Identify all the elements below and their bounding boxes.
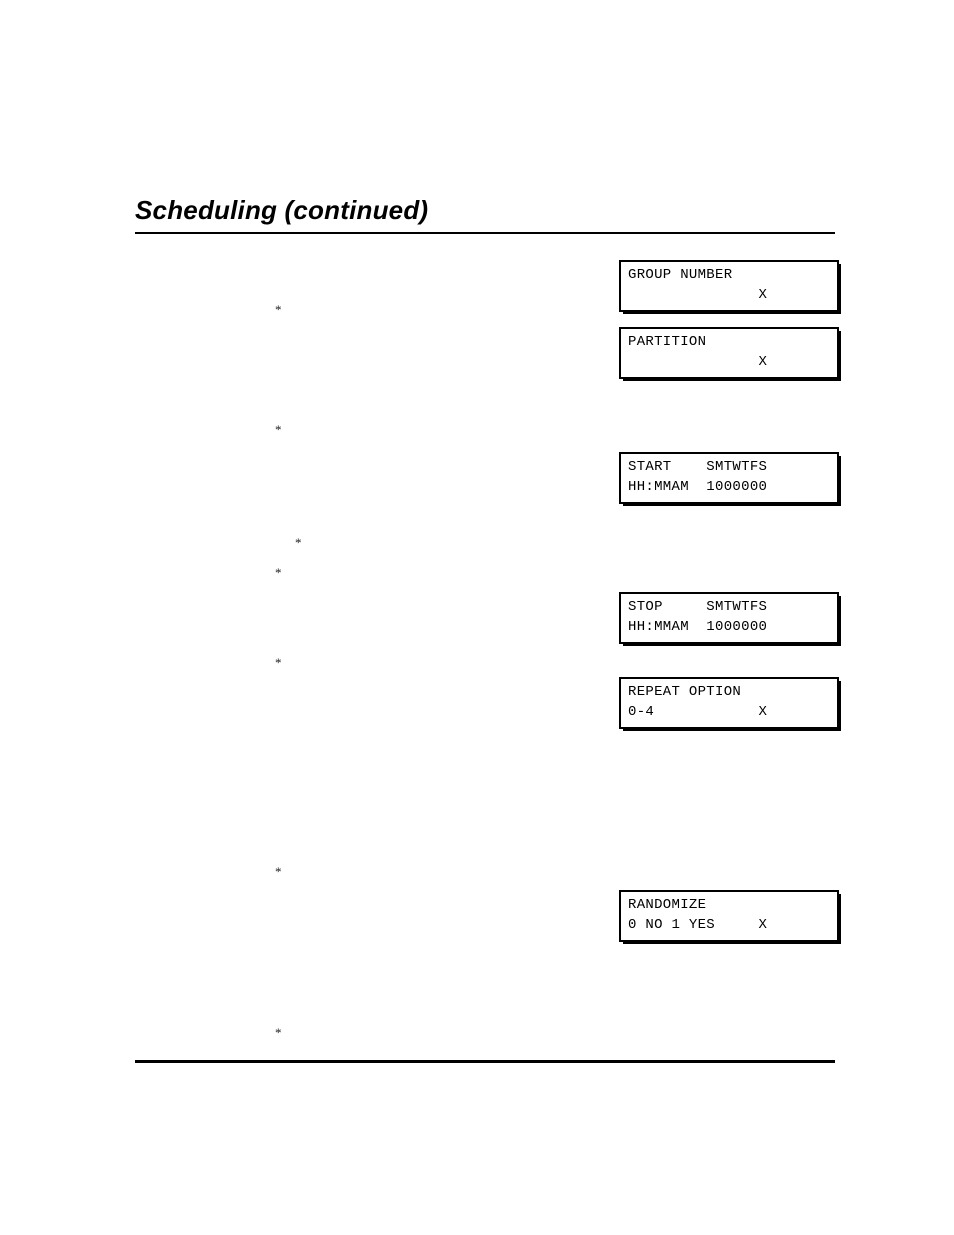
display-line: HH:MMAM 1000000 <box>628 477 830 497</box>
display-line: START SMTWTFS <box>628 457 830 477</box>
partition-display: PARTITION X <box>619 327 839 379</box>
start-time-display: START SMTWTFS HH:MMAM 1000000 <box>619 452 839 504</box>
content-area: * * * * * * * GROUP NUMBER X PARTITION X… <box>135 252 835 1072</box>
page-container: Scheduling (continued) * * * * * * * GRO… <box>135 195 835 1072</box>
asterisk-marker: * <box>275 1025 282 1041</box>
randomize-display: RANDOMIZE 0 NO 1 YES X <box>619 890 839 942</box>
footer-rule <box>135 1060 835 1063</box>
display-line: 0-4 X <box>628 702 830 722</box>
display-line: STOP SMTWTFS <box>628 597 830 617</box>
display-line: X <box>628 352 830 372</box>
asterisk-marker: * <box>275 655 282 671</box>
display-line: HH:MMAM 1000000 <box>628 617 830 637</box>
asterisk-marker: * <box>275 422 282 438</box>
asterisk-marker: * <box>295 535 302 551</box>
asterisk-marker: * <box>275 302 282 318</box>
group-number-display: GROUP NUMBER X <box>619 260 839 312</box>
display-line: 0 NO 1 YES X <box>628 915 830 935</box>
display-line: GROUP NUMBER <box>628 265 830 285</box>
display-line: RANDOMIZE <box>628 895 830 915</box>
stop-time-display: STOP SMTWTFS HH:MMAM 1000000 <box>619 592 839 644</box>
display-line: X <box>628 285 830 305</box>
display-line: REPEAT OPTION <box>628 682 830 702</box>
asterisk-marker: * <box>275 864 282 880</box>
repeat-option-display: REPEAT OPTION 0-4 X <box>619 677 839 729</box>
asterisk-marker: * <box>275 565 282 581</box>
page-heading: Scheduling (continued) <box>135 195 835 234</box>
display-line: PARTITION <box>628 332 830 352</box>
